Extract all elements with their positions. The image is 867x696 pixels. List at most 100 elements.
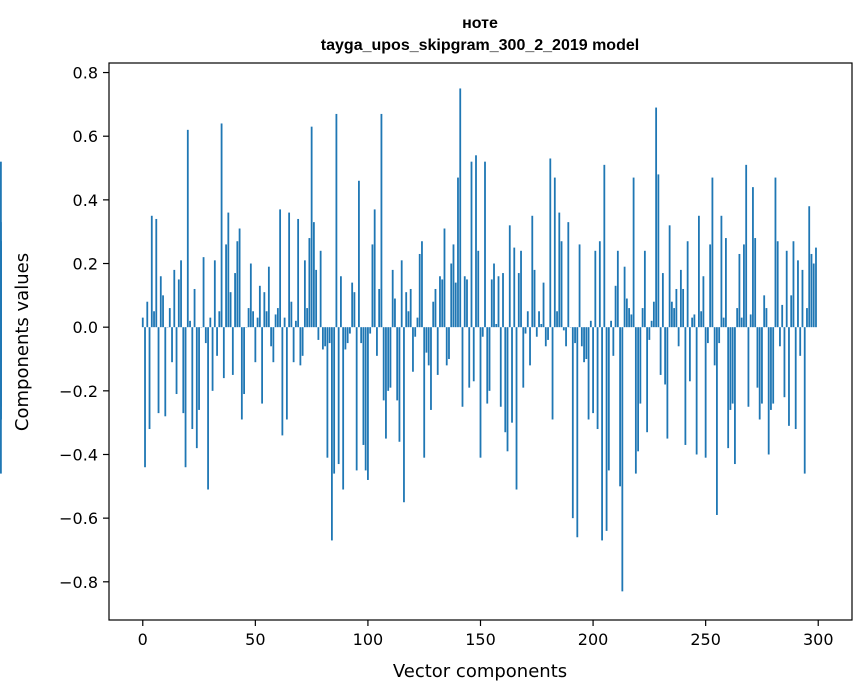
bar-176 xyxy=(538,311,540,328)
bar-255 xyxy=(716,327,718,515)
bar-296 xyxy=(808,206,811,328)
bar-257 xyxy=(720,215,723,328)
bar-81 xyxy=(324,327,327,347)
bar-173 xyxy=(531,215,534,328)
bar-212 xyxy=(619,327,621,487)
bar-17 xyxy=(180,260,182,328)
bar-124 xyxy=(421,241,423,328)
bar-189 xyxy=(567,222,570,328)
bar-25 xyxy=(198,327,200,410)
bar-174 xyxy=(533,269,536,328)
y-axis: −0.8 −0.6 −0.4 −0.2 0.0 0.2 0.4 0.6 0.8 xyxy=(59,64,109,592)
bar-201 xyxy=(594,250,597,328)
bar-48 xyxy=(249,263,252,328)
bar-242 xyxy=(686,241,689,328)
x-tick-label: 50 xyxy=(245,630,265,649)
bar-55 xyxy=(265,311,268,328)
bar-36 xyxy=(222,327,225,379)
bar-268 xyxy=(745,164,748,328)
bar-121 xyxy=(414,327,417,337)
bar-106 xyxy=(380,113,383,328)
bar-24 xyxy=(195,327,198,449)
bar-undefined xyxy=(0,327,2,420)
bar-20 xyxy=(186,129,189,328)
chart-subtitle: tayga_upos_skipgram_300_2_2019 model xyxy=(321,37,639,54)
bar-18 xyxy=(182,327,185,414)
bar-28 xyxy=(204,327,207,344)
bar-151 xyxy=(481,327,484,337)
bar-181 xyxy=(549,158,552,328)
bar-69 xyxy=(297,218,300,328)
bar-192 xyxy=(574,327,576,344)
bar-67 xyxy=(292,327,295,363)
y-tick-label: 0.2 xyxy=(73,255,98,274)
bar-52 xyxy=(258,285,261,328)
bar-88 xyxy=(340,276,342,328)
bar-247 xyxy=(698,215,700,328)
bar-115 xyxy=(400,260,403,328)
bar-161 xyxy=(504,327,507,433)
bar-16 xyxy=(177,279,180,328)
bar-180 xyxy=(547,327,549,340)
bar-186 xyxy=(560,241,563,328)
bar-89 xyxy=(342,327,345,490)
bar-100 xyxy=(367,327,369,480)
bar-162 xyxy=(506,327,509,452)
bar-76 xyxy=(312,222,315,328)
bar-224 xyxy=(646,327,649,433)
bar-165 xyxy=(513,247,516,328)
y-axis-label: Components values xyxy=(12,253,33,431)
y-tick-label: 0.8 xyxy=(73,64,98,83)
bar-57 xyxy=(270,327,273,347)
bar-85 xyxy=(333,327,336,474)
bar-120 xyxy=(412,327,414,372)
bar-139 xyxy=(454,282,457,328)
bar-153 xyxy=(486,327,489,404)
bar-122 xyxy=(416,317,419,328)
bar-159 xyxy=(499,327,502,407)
bar-272 xyxy=(754,238,757,328)
bar-68 xyxy=(294,320,297,328)
bar-40 xyxy=(231,327,234,375)
bar-288 xyxy=(790,295,793,328)
bar-198 xyxy=(587,327,590,420)
bar-289 xyxy=(792,241,795,328)
bar-171 xyxy=(526,311,529,328)
bar-223 xyxy=(643,250,646,328)
bar-197 xyxy=(585,327,588,360)
bar-149 xyxy=(477,250,480,328)
bar-216 xyxy=(628,308,630,328)
bar-21 xyxy=(189,320,191,328)
bar-45 xyxy=(243,327,245,395)
bar-167 xyxy=(517,273,520,328)
bar-112 xyxy=(394,298,396,328)
bar-66 xyxy=(290,301,293,328)
bar-253 xyxy=(711,177,714,328)
bar-213 xyxy=(621,327,624,592)
bar-275 xyxy=(761,327,763,404)
bar-84 xyxy=(331,327,333,541)
bar-7 xyxy=(157,327,160,414)
bar-102 xyxy=(371,244,374,328)
bar-187 xyxy=(562,327,565,331)
bar-284 xyxy=(781,304,784,328)
bar-166 xyxy=(515,327,518,490)
x-tick-label: 300 xyxy=(803,630,834,649)
bar-23 xyxy=(193,288,196,328)
bar-281 xyxy=(774,177,777,328)
bar-35 xyxy=(220,123,223,328)
bar-169 xyxy=(522,327,525,388)
bar-163 xyxy=(508,225,511,328)
bar-157 xyxy=(495,323,498,328)
bar-74 xyxy=(308,238,311,328)
bar-140 xyxy=(457,177,459,328)
bar-195 xyxy=(580,327,583,347)
bar-70 xyxy=(299,327,302,366)
bar-98 xyxy=(362,327,365,445)
bar-5 xyxy=(153,311,155,328)
bar-230 xyxy=(659,327,662,375)
bar-87 xyxy=(337,327,340,465)
bar-38 xyxy=(227,212,230,328)
bar-206 xyxy=(605,327,608,531)
